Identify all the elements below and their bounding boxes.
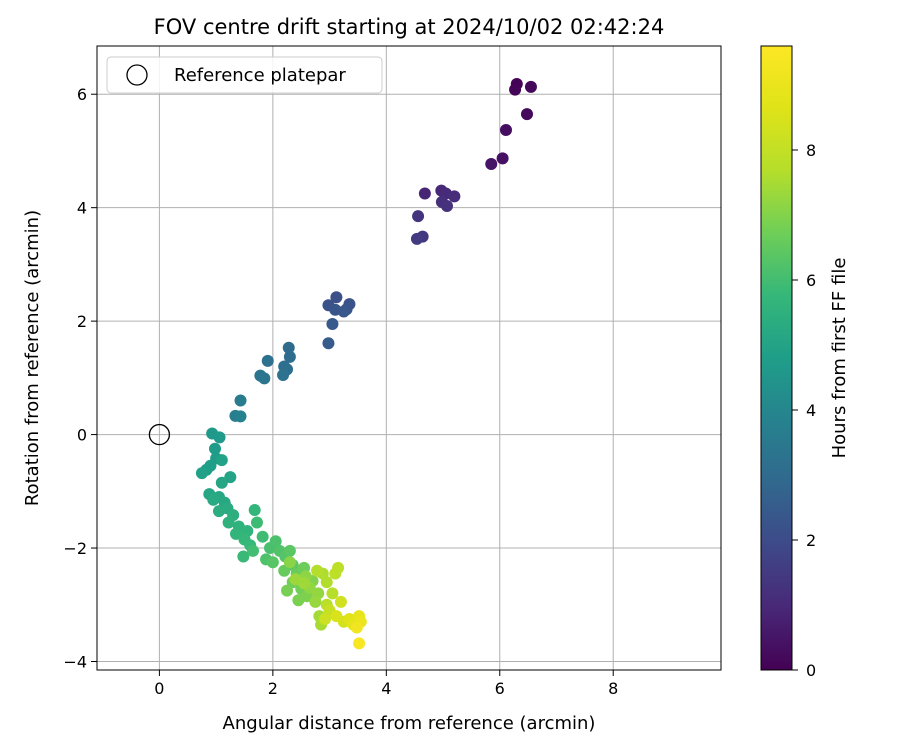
scatter-point (350, 621, 363, 634)
x-tick-label: 4 (381, 679, 391, 698)
scatter-point (215, 476, 228, 489)
scatter-point (283, 556, 296, 569)
scatter-point (281, 584, 294, 597)
y-axis-ticks: −4 −2 0 2 4 6 (63, 85, 97, 671)
scatter-point (311, 564, 324, 577)
scatter-point (247, 544, 259, 557)
scatter-point (334, 595, 347, 608)
scatter-point (248, 504, 261, 517)
scatter-point (500, 123, 513, 136)
scatter-point (266, 556, 279, 569)
scatter-point (448, 190, 461, 203)
colorbar-ticks: 0 2 4 6 8 (792, 141, 816, 680)
colorbar: 0 2 4 6 8 Hours from first FF file (760, 45, 850, 680)
scatter-point (509, 83, 522, 96)
scatter-point (237, 550, 250, 563)
scatter-point (215, 454, 228, 467)
scatter-point (319, 612, 332, 625)
scatter-point (322, 337, 335, 350)
scatter-point (330, 291, 343, 304)
scatter-point (261, 354, 274, 367)
scatter-point (353, 637, 366, 650)
scatter-point (256, 530, 269, 543)
scatter-point (283, 350, 296, 363)
scatter-point (298, 577, 311, 590)
colorbar-tick-label: 2 (806, 531, 816, 550)
reference-platepar-marker (148, 423, 171, 446)
scatter-point (222, 516, 235, 529)
scatter-point (269, 535, 282, 548)
scatter-point (326, 317, 339, 330)
scatter-point (309, 595, 322, 608)
scatter-point (277, 369, 290, 382)
legend-box (106, 56, 383, 94)
plot-area: 0 2 4 6 8 −4 −2 0 2 4 6 (63, 45, 722, 698)
scatter-point (208, 442, 221, 455)
plot-background (97, 46, 721, 670)
scatter-point (229, 527, 242, 540)
scatter-point (441, 199, 454, 212)
y-tick-label: −2 (63, 539, 87, 558)
x-tick-label: 0 (154, 679, 164, 698)
scatter-point (520, 108, 533, 121)
legend-label-reference: Reference platepar (174, 65, 346, 86)
y-tick-label: −4 (63, 652, 87, 671)
colorbar-tick-label: 0 (806, 661, 816, 680)
scatter-point (258, 372, 271, 385)
x-tick-label: 6 (495, 679, 505, 698)
colorbar-gradient (760, 45, 793, 671)
colorbar-tick-label: 8 (806, 141, 816, 160)
colorbar-label: Hours from first FF file (829, 258, 850, 459)
scatter-point (332, 561, 345, 574)
scatter-point (496, 152, 509, 165)
x-tick-label: 8 (608, 679, 618, 698)
colorbar-tick-label: 4 (806, 401, 816, 420)
scatter-point (207, 493, 220, 506)
y-tick-label: 4 (77, 199, 87, 218)
y-tick-label: 0 (77, 426, 87, 445)
scatter-point (337, 305, 350, 318)
plot-frame (96, 45, 722, 671)
scatter-point (212, 505, 225, 518)
scatter-points (195, 78, 537, 650)
scatter-point (213, 431, 226, 444)
legend: Reference platepar (106, 56, 383, 94)
reference-point (148, 423, 171, 446)
scatter-point (418, 187, 431, 200)
scatter-point (485, 157, 498, 170)
legend-marker-reference (126, 64, 148, 86)
scatter-point (320, 576, 333, 589)
y-tick-label: 6 (77, 85, 87, 104)
scatter-point (282, 341, 295, 354)
chart-title: FOV centre drift starting at 2024/10/02 … (154, 15, 665, 39)
y-axis-label: Rotation from reference (arcmin) (22, 210, 43, 506)
scatter-point (234, 394, 247, 407)
x-axis-label: Angular distance from reference (arcmin) (223, 713, 596, 734)
scatter-point (330, 610, 343, 623)
scatter-point (412, 210, 425, 223)
x-tick-label: 2 (268, 679, 278, 698)
x-axis-ticks: 0 2 4 6 8 (154, 670, 618, 698)
scatter-point (195, 467, 208, 480)
scatter-point (234, 410, 247, 423)
colorbar-tick-label: 6 (806, 271, 816, 290)
scatter-point (410, 232, 423, 245)
scatter-point (224, 471, 237, 484)
scatter-point (524, 80, 537, 93)
scatter-point (250, 516, 263, 529)
scatter-point (278, 564, 291, 577)
y-tick-label: 2 (77, 312, 87, 331)
scatter-point (326, 587, 339, 600)
scatter-point (283, 544, 296, 557)
